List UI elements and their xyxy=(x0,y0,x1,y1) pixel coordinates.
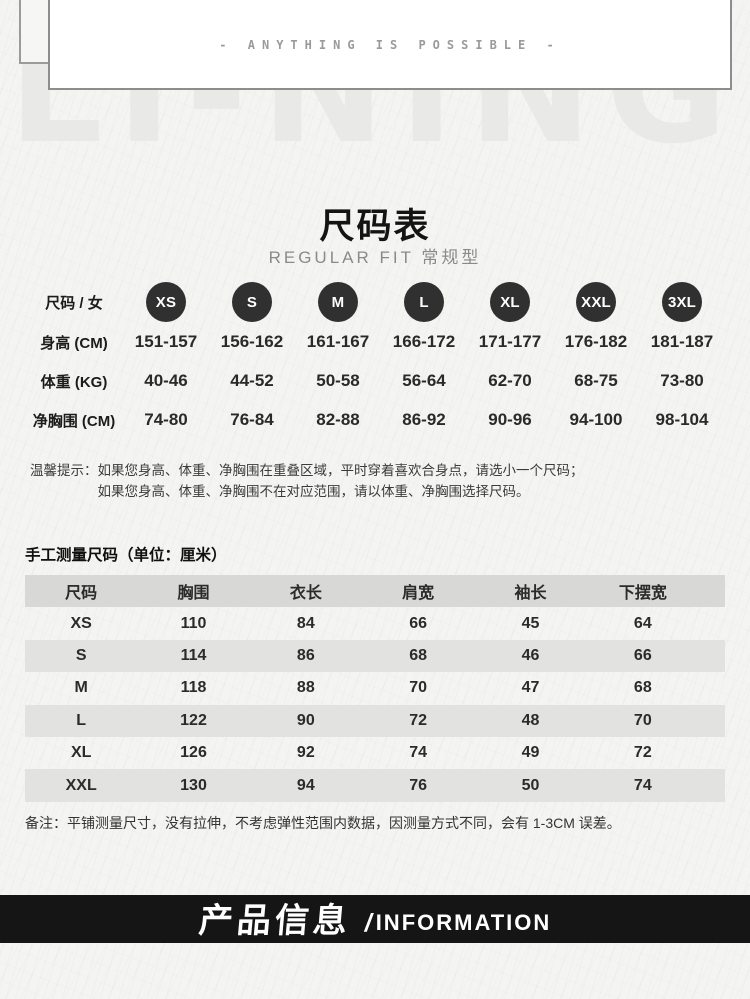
measure-cell: L xyxy=(76,711,87,729)
measure-cell: 47 xyxy=(521,679,540,697)
weight-value: 44-52 xyxy=(230,371,274,390)
size-badge: S xyxy=(232,282,272,322)
height-value: 171-177 xyxy=(478,332,542,351)
slogan-box: - ANYTHING IS POSSIBLE - xyxy=(48,0,732,90)
measure-cell: 118 xyxy=(180,679,207,697)
measure-cell: 110 xyxy=(180,614,207,632)
measure-cell: 76 xyxy=(409,776,428,794)
measure-cell: 74 xyxy=(633,776,652,794)
measure-col-header: 袖长 xyxy=(514,585,547,603)
table-row: S 114 86 68 46 66 xyxy=(25,639,725,673)
table-row: XXL 130 94 76 50 74 xyxy=(25,769,725,802)
size-badge: XL xyxy=(490,282,530,322)
measure-cell: 70 xyxy=(409,679,428,697)
height-value: 161-167 xyxy=(306,332,370,351)
size-badge: M xyxy=(318,282,358,322)
measure-cell: XL xyxy=(70,744,92,762)
tips-line-1: 如果您身高、体重、净胸围在重叠区域，平时穿着喜欢合身点，请选小一个尺码； xyxy=(97,463,584,478)
measure-cell: 114 xyxy=(180,646,207,664)
chest-row-label: 净胸围 (CM) xyxy=(32,412,116,430)
weight-value: 50-58 xyxy=(316,371,360,390)
measure-cell: 66 xyxy=(409,614,428,632)
size-badge: XS xyxy=(146,282,186,322)
measure-cell: 86 xyxy=(296,646,315,664)
weight-row-label: 体重 (KG) xyxy=(40,373,108,391)
chest-value: 74-80 xyxy=(144,410,188,429)
measure-cell: 84 xyxy=(296,614,315,632)
measure-cell: 46 xyxy=(521,646,540,664)
chest-value: 90-96 xyxy=(488,410,532,429)
weight-value: 62-70 xyxy=(488,371,532,390)
measure-cell: 64 xyxy=(633,614,652,632)
measure-cell: 94 xyxy=(296,776,315,794)
info-banner-title-cn: 产品信息 xyxy=(197,902,353,940)
measure-cell: XS xyxy=(70,614,92,632)
measure-cell: 66 xyxy=(633,646,652,664)
measure-col-header: 胸围 xyxy=(177,585,210,603)
measure-table-title: 手工测量尺码（单位：厘米） xyxy=(25,547,227,564)
measure-table-header: 尺码 胸围 衣长 肩宽 袖长 下摆宽 xyxy=(25,575,725,608)
tips-lines: 如果您身高、体重、净胸围在重叠区域，平时穿着喜欢合身点，请选小一个尺码； 如果您… xyxy=(98,461,584,502)
size-badge: L xyxy=(404,282,444,322)
tips-label: 温馨提示： xyxy=(30,463,98,478)
height-value: 156-162 xyxy=(220,332,284,351)
table-row: XL 126 92 74 49 72 xyxy=(25,737,725,769)
measure-cell: XXL xyxy=(65,776,97,794)
height-value: 181-187 xyxy=(650,332,714,351)
measure-cell: 70 xyxy=(633,711,652,729)
info-banner-divider: / xyxy=(364,909,372,937)
body-size-chart: 尺码 / 女 XS S M L XL XXL 3XL 身高 (CM) 151-1… xyxy=(25,281,725,439)
measure-cell: 92 xyxy=(296,744,315,762)
weight-value: 40-46 xyxy=(144,371,188,390)
measure-cell: M xyxy=(74,679,88,697)
brand-slogan: - ANYTHING IS POSSIBLE - xyxy=(219,38,561,52)
measure-cell: 50 xyxy=(521,776,540,794)
height-value: 166-172 xyxy=(392,332,456,351)
chest-value: 98-104 xyxy=(655,410,709,429)
measure-cell: 72 xyxy=(409,711,428,729)
size-chart-title: 尺码表 xyxy=(319,207,431,246)
measure-col-header: 衣长 xyxy=(289,585,322,603)
size-chart-subtitle: REGULAR FIT 常规型 xyxy=(268,248,482,267)
product-info-banner: 产品信息 / INFORMATION xyxy=(0,895,750,943)
measure-col-header: 下摆宽 xyxy=(618,585,667,603)
measure-col-header: 尺码 xyxy=(65,585,98,603)
weight-value: 68-75 xyxy=(574,371,618,390)
weight-value: 73-80 xyxy=(660,371,704,390)
table-row: XS 110 84 66 45 64 xyxy=(25,607,725,639)
measure-cell: S xyxy=(75,646,87,664)
measure-cell: 88 xyxy=(296,679,315,697)
measure-table: 尺码 胸围 衣长 肩宽 袖长 下摆宽 XS 110 84 66 45 64 S … xyxy=(25,575,725,802)
info-banner-title-en: INFORMATION xyxy=(375,910,552,935)
chest-value: 94-100 xyxy=(569,410,623,429)
measure-cell: 72 xyxy=(633,744,652,762)
measure-col-header: 肩宽 xyxy=(402,585,435,603)
measure-note: 备注：平铺测量尺寸，没有拉伸，不考虑弹性范围内数据，因测量方式不同，会有 1-3… xyxy=(25,815,621,831)
table-row: M 118 88 70 47 68 xyxy=(25,672,725,704)
measure-cell: 48 xyxy=(521,711,540,729)
chest-value: 82-88 xyxy=(316,410,360,429)
size-row-label: 尺码 / 女 xyxy=(45,294,103,312)
measure-cell: 122 xyxy=(180,711,207,729)
measure-cell: 90 xyxy=(296,711,315,729)
measure-cell: 68 xyxy=(633,679,652,697)
chest-value: 86-92 xyxy=(402,410,446,429)
height-value: 176-182 xyxy=(564,332,628,351)
measure-cell: 45 xyxy=(521,614,540,632)
height-value: 151-157 xyxy=(134,332,198,351)
size-badge: 3XL xyxy=(662,282,702,322)
table-row: L 122 90 72 48 70 xyxy=(25,704,725,737)
size-badge: XXL xyxy=(576,282,616,322)
tips-line-2: 如果您身高、体重、净胸围不在对应范围，请以体重、净胸围选择尺码。 xyxy=(97,483,530,499)
measure-cell: 126 xyxy=(180,744,207,762)
measure-cell: 130 xyxy=(180,776,207,794)
measure-cell: 49 xyxy=(521,744,540,762)
chest-value: 76-84 xyxy=(230,410,274,429)
weight-value: 56-64 xyxy=(402,371,446,390)
measure-cell: 68 xyxy=(409,646,428,664)
height-row-label: 身高 (CM) xyxy=(40,334,108,352)
size-tips: 温馨提示： 如果您身高、体重、净胸围在重叠区域，平时穿着喜欢合身点，请选小一个尺… xyxy=(30,461,584,502)
measure-cell: 74 xyxy=(409,744,428,762)
